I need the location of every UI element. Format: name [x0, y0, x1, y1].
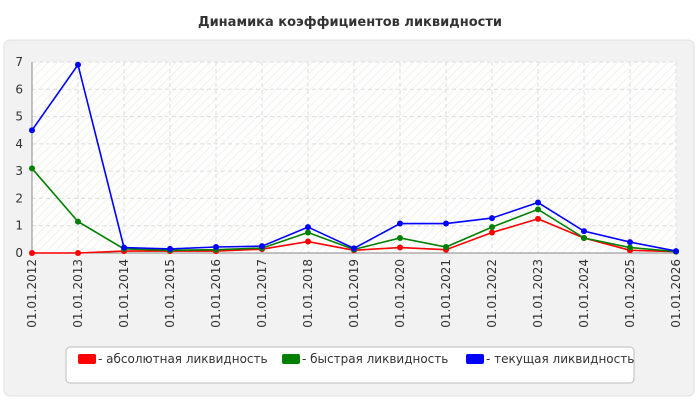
data-point	[305, 229, 311, 236]
series	[29, 61, 679, 255]
x-tick-label: 01.01.2016	[209, 259, 223, 328]
chart-title: Динамика коэффициентов ликвидности	[198, 15, 502, 30]
data-point	[581, 234, 587, 241]
y-tick-label: 1	[15, 219, 23, 233]
legend-label: - быстрая ликвидность	[302, 352, 448, 366]
data-point	[443, 243, 449, 250]
x-tick-label: 01.01.2018	[301, 259, 315, 328]
legend-label: - текущая ликвидность	[486, 352, 634, 366]
x-tick-label: 01.01.2020	[393, 259, 407, 328]
y-tick-label: 6	[15, 82, 23, 96]
data-point	[673, 248, 679, 255]
series-layer	[29, 61, 679, 256]
x-tick-label: 01.01.2021	[439, 259, 453, 328]
y-axis: 0 1 2 3 4 5 6 7	[15, 55, 23, 260]
y-tick-label: 5	[15, 110, 23, 124]
x-tick-label: 01.01.2017	[255, 259, 269, 328]
data-point	[305, 238, 311, 245]
legend-box	[65, 346, 635, 384]
x-tick-label: 01.01.2024	[577, 259, 591, 328]
x-tick-label: 01.01.2023	[531, 259, 545, 328]
data-point	[489, 224, 495, 231]
x-tick-label: 01.01.2025	[623, 259, 637, 328]
data-point	[213, 243, 219, 250]
data-point	[75, 61, 81, 68]
data-point	[75, 250, 81, 256]
legend: - абсолютная ликвидность - быстрая ликвид…	[65, 346, 635, 384]
y-tick-label: 4	[15, 137, 23, 151]
x-tick-label: 01.01.2022	[485, 259, 499, 328]
y-tick-label: 0	[15, 246, 23, 260]
data-point	[443, 220, 449, 227]
x-tick-label: 01.01.2012	[25, 259, 39, 328]
y-tick-label: 3	[15, 164, 23, 178]
data-point	[305, 224, 311, 231]
data-point	[489, 229, 495, 236]
data-point	[535, 215, 541, 222]
data-point	[535, 199, 541, 206]
y-tick-label: 7	[15, 55, 23, 69]
data-point	[29, 127, 35, 134]
x-tick-label: 01.01.2014	[117, 259, 131, 328]
data-point	[627, 244, 633, 251]
data-point	[259, 243, 265, 250]
x-tick-label: 01.01.2015	[163, 259, 177, 328]
y-tick-label: 2	[15, 191, 23, 205]
data-point	[581, 228, 587, 235]
data-point	[397, 220, 403, 227]
data-point	[29, 250, 35, 256]
data-point	[627, 239, 633, 246]
legend-swatch	[466, 354, 484, 364]
data-point	[351, 245, 357, 252]
x-axis: 01.01.2012 01.01.2013 01.01.2014 01.01.2015…	[25, 259, 683, 328]
legend-label: - абсолютная ликвидность	[98, 352, 268, 366]
data-point	[75, 218, 81, 225]
x-tick-label: 01.01.2026	[669, 259, 683, 328]
data-point	[489, 215, 495, 222]
x-tick-label: 01.01.2013	[71, 259, 85, 328]
legend-swatch	[78, 354, 96, 364]
data-point	[121, 244, 127, 251]
data-point	[535, 206, 541, 213]
data-point	[397, 234, 403, 241]
data-point	[167, 245, 173, 252]
x-tick-label: 01.01.2019	[347, 259, 361, 328]
data-point	[29, 165, 35, 172]
data-point	[397, 244, 403, 251]
legend-swatch	[282, 354, 300, 364]
